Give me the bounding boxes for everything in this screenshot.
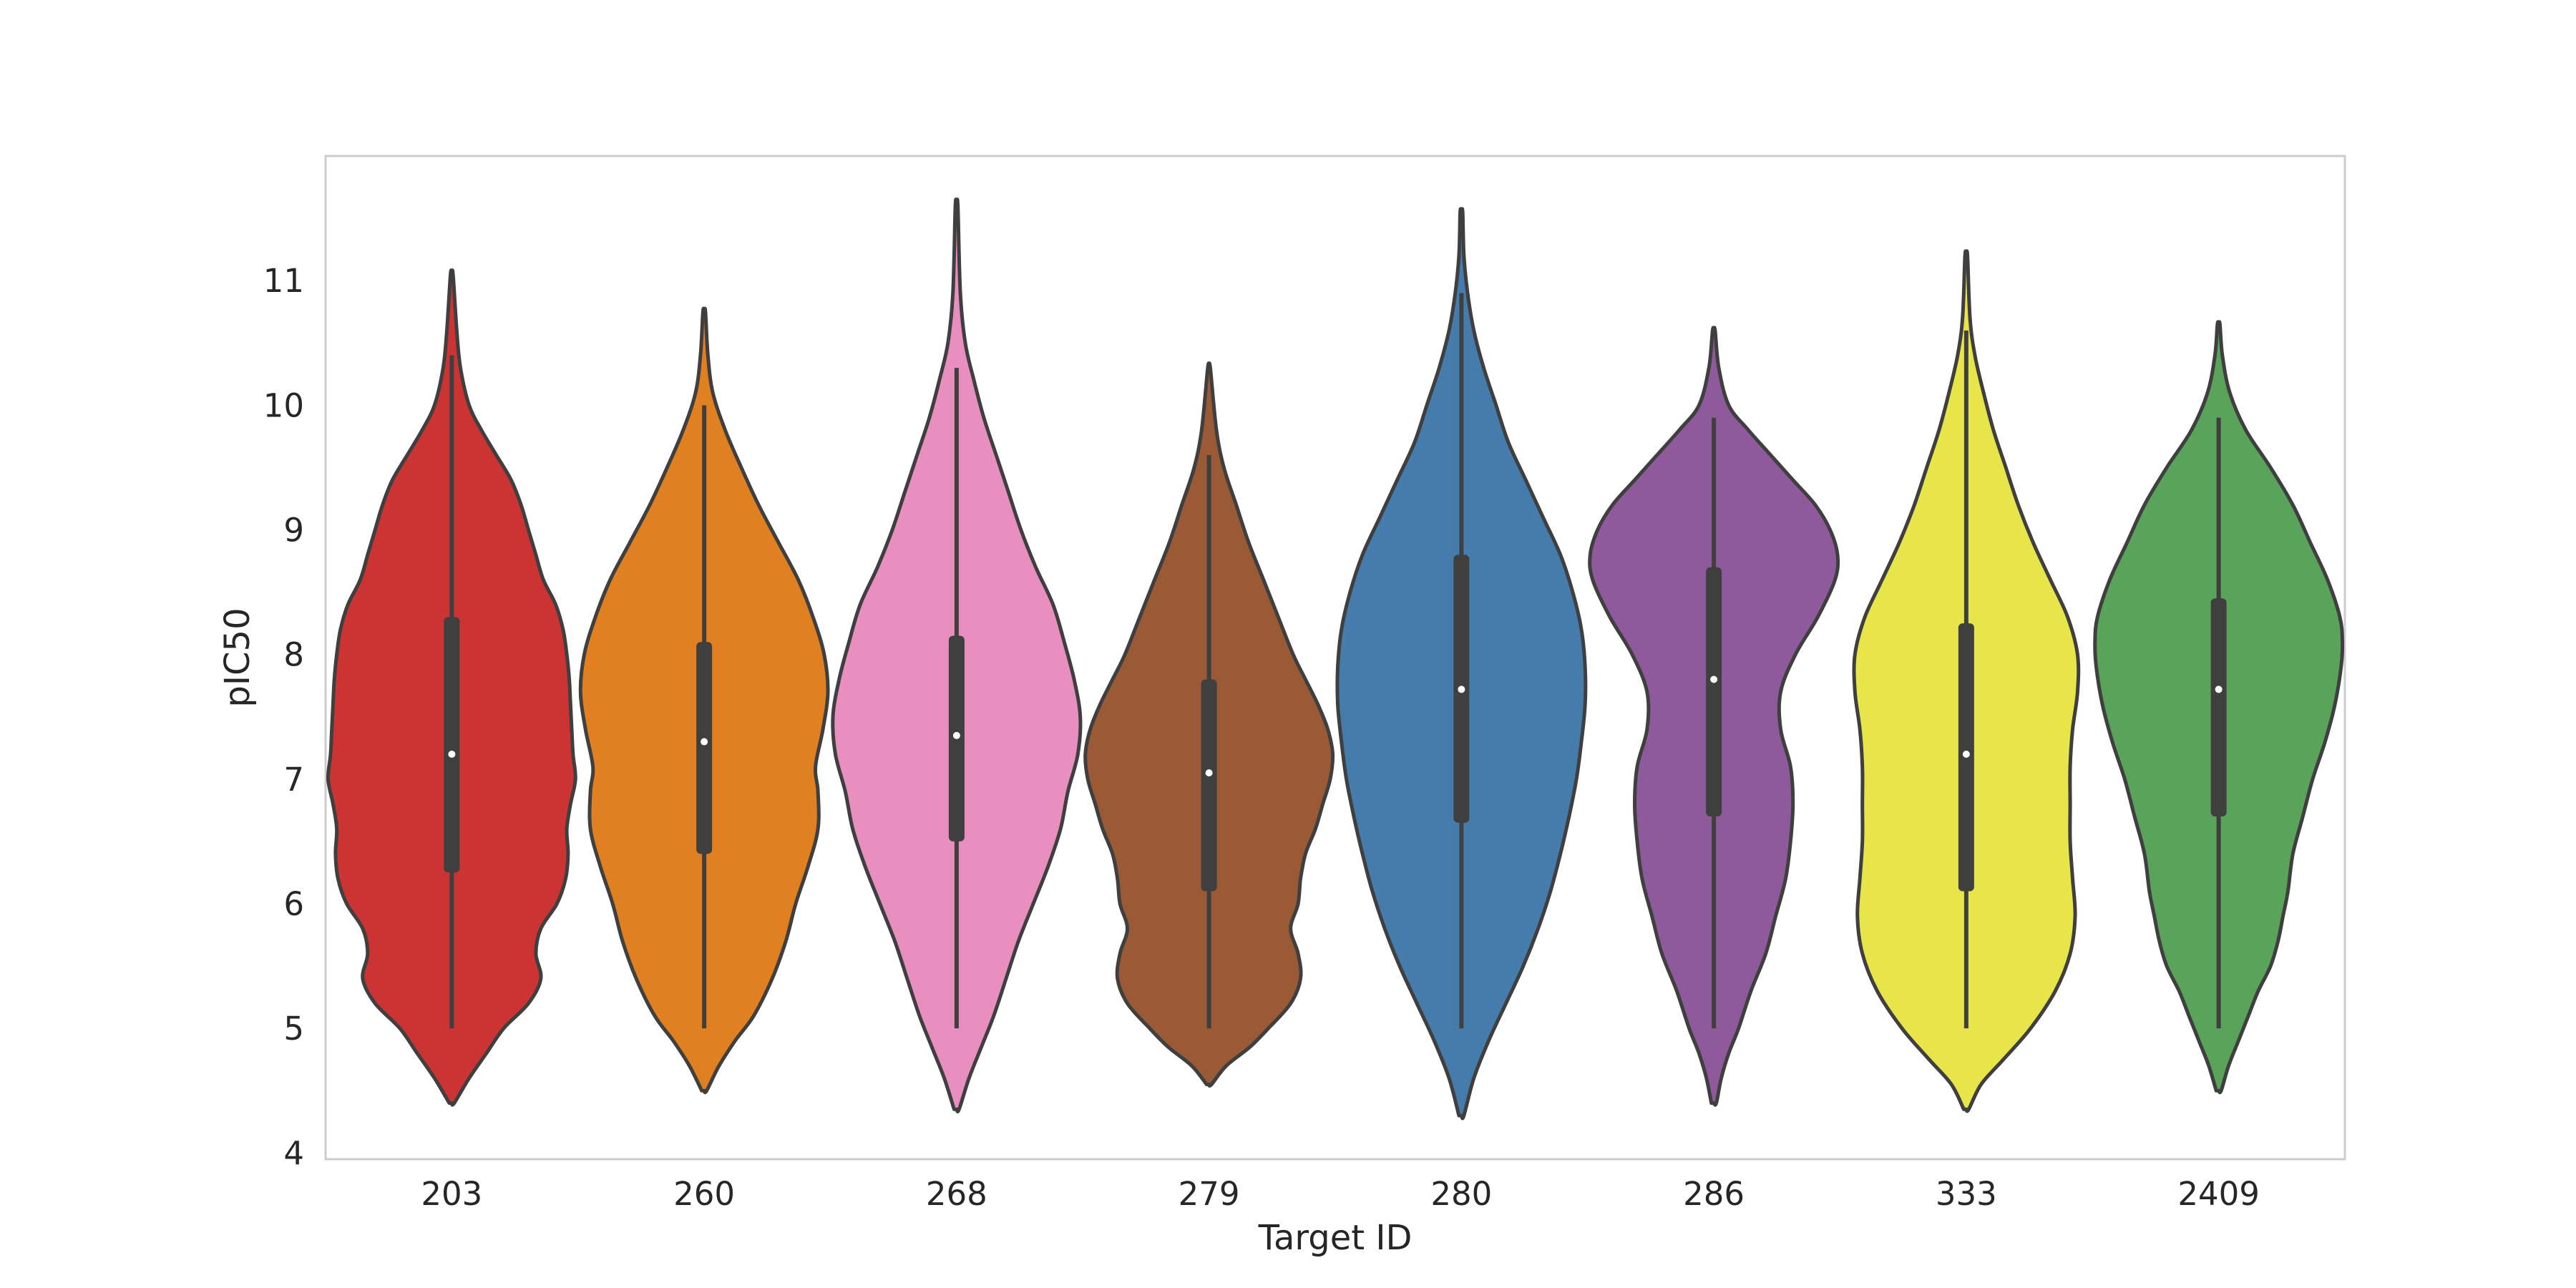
y-tick-label: 9 [283,511,304,549]
median-dot-333 [1962,750,1970,758]
y-tick-label: 7 [283,761,304,799]
y-tick-label: 4 [283,1134,304,1172]
x-tick-label: 279 [1179,1175,1240,1213]
median-dot-203 [448,750,456,758]
x-tick-label: 2409 [2177,1175,2260,1213]
median-dot-260 [701,738,708,746]
x-tick-label: 268 [926,1175,987,1213]
x-axis-title: Target ID [1258,1218,1413,1258]
iqr-box-203 [444,617,460,873]
iqr-box-286 [1706,567,1722,817]
x-tick-labels: 203 260 268 279 280 286 333 2409 [421,1175,2259,1213]
iqr-box-279 [1201,679,1217,892]
median-dot-286 [1710,675,1718,683]
median-dot-280 [1458,686,1465,693]
median-dot-279 [1205,769,1213,777]
y-tick-label: 5 [283,1010,304,1048]
x-tick-label: 203 [421,1175,482,1213]
iqr-box-2409 [2210,598,2227,817]
x-tick-label: 333 [1936,1175,1997,1213]
violins-layer [326,197,2345,1121]
median-dot-268 [952,731,960,739]
y-tick-label: 10 [263,386,304,424]
y-tick-label: 11 [263,262,304,300]
x-tick-label: 280 [1430,1175,1492,1213]
y-axis-title: pIC50 [218,608,258,707]
iqr-box-260 [696,642,713,854]
x-tick-label: 286 [1683,1175,1745,1213]
median-dot-2409 [2215,686,2223,693]
x-tick-label: 260 [673,1175,735,1213]
y-tick-labels: 4 5 6 7 8 9 10 11 [263,262,304,1172]
y-tick-label: 6 [283,885,304,923]
y-tick-label: 8 [283,636,304,674]
